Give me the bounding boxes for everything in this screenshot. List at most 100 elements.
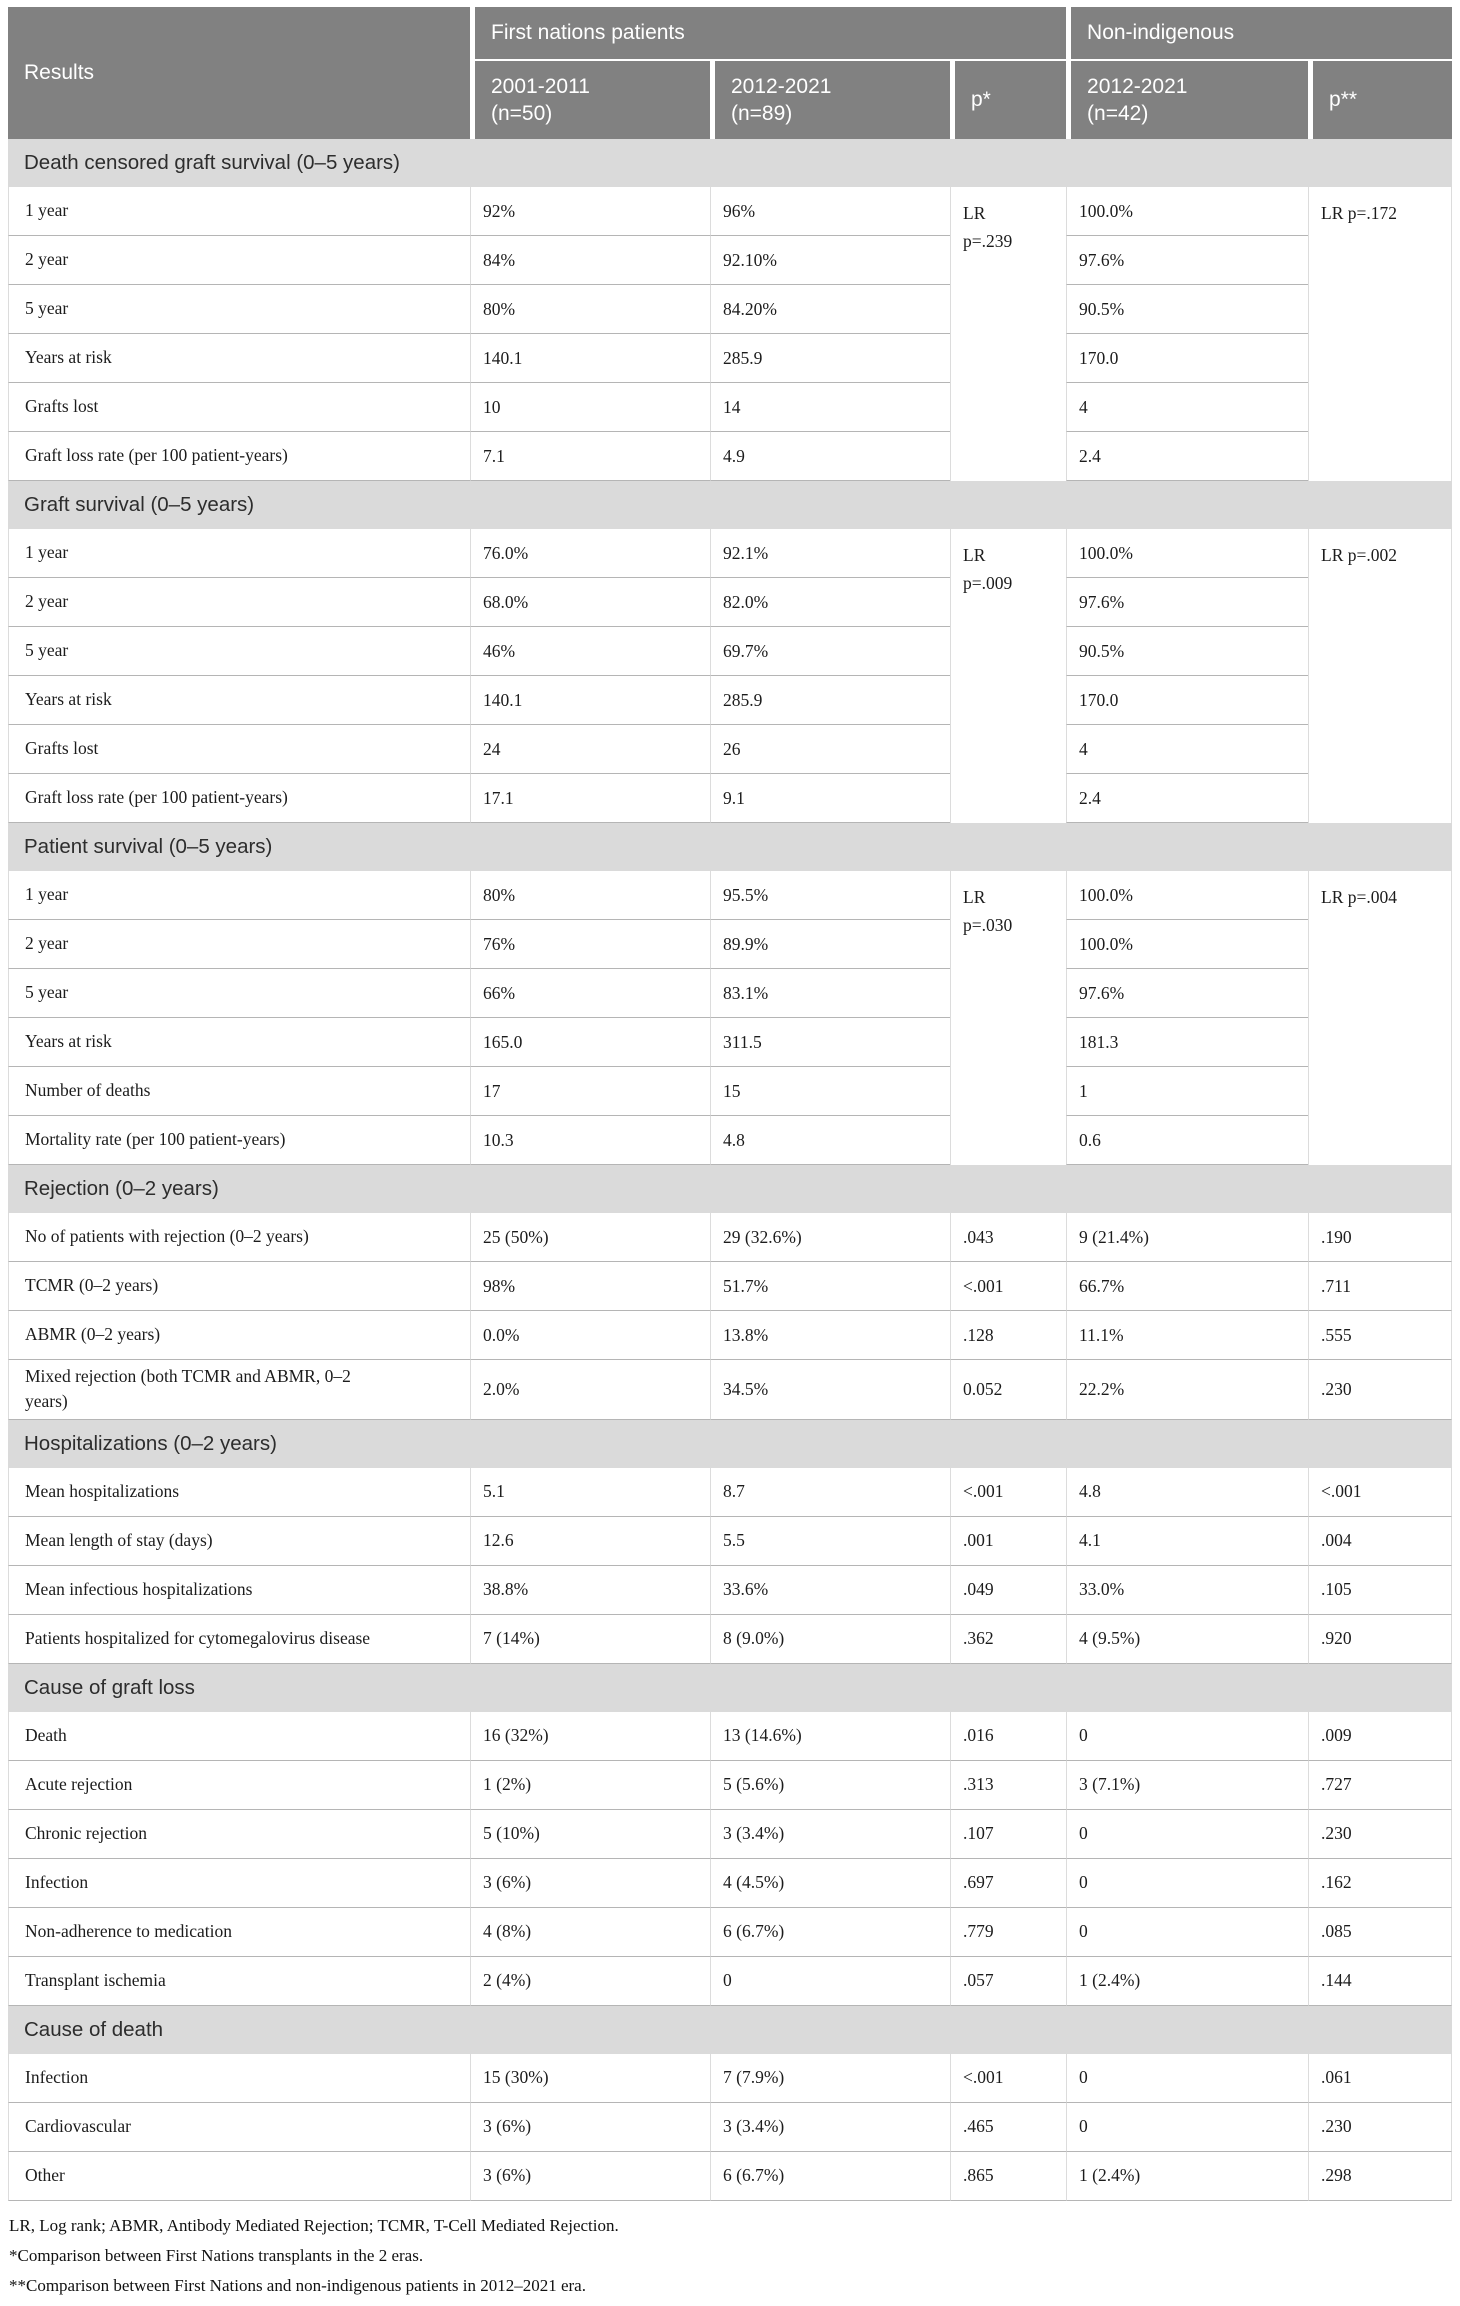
cell-era2-value: 26 (710, 725, 950, 774)
table-row: Grafts lost 24 26 4 (8, 725, 1452, 774)
cell-era1-value: 5.1 (470, 1467, 710, 1517)
section-title: Cause of death (8, 2005, 1453, 2054)
cell-era1-value: 92% (470, 187, 710, 236)
column-header-era2-label: 2012-2021 (n=89) (731, 74, 832, 125)
table-row: Graft loss rate (per 100 patient-years) 1… (8, 774, 1452, 823)
cell-era1-value: 68.0% (470, 578, 710, 627)
cell-p-group: .105 (1308, 1565, 1453, 1615)
row-label: Number of deaths (8, 1067, 470, 1116)
table-row: 1 year 80% 95.5% LR p=.030 100.0% LR p=.004 (8, 871, 1453, 1165)
row-label: Graft loss rate (per 100 patient-years) (8, 774, 470, 823)
section-row: Cause of death (8, 2005, 1453, 2054)
cell-p-group: .298 (1308, 2151, 1453, 2201)
cell-p-group: .727 (1308, 1760, 1453, 1810)
table-row: 1 year 76.0% 92.1% LR p=.009 100.0% LR p=.002 (8, 529, 1453, 823)
cell-p-era: .016 (950, 1711, 1067, 1761)
table-row: 1 year 92% 96% LR p=.239 100.0% LR p=.172 (8, 187, 1453, 481)
table-row: Number of deaths 17 15 1 (8, 1067, 1452, 1116)
cell-p-era: .128 (950, 1311, 1067, 1360)
cell-p-era: .049 (950, 1565, 1067, 1615)
cell-non-indigenous-value: 100.0% (1066, 529, 1309, 578)
row-label: Other (8, 2151, 470, 2201)
row-label: Grafts lost (8, 383, 470, 432)
cell-era2-value: 0 (710, 1956, 950, 2006)
cell-non-indigenous-value: 170.0 (1066, 334, 1309, 383)
table-row: 2 year 84% 92.10% 97.6% (8, 236, 1452, 285)
row-label: Infection (8, 1858, 470, 1908)
cell-p-group: .230 (1308, 1360, 1453, 1420)
cell-p-era-span: LR p=.030 (950, 871, 1067, 1165)
cell-era1-value: 2 (4%) (470, 1956, 710, 2006)
cell-non-indigenous-value: 1 (2.4%) (1066, 2151, 1309, 2201)
cell-era2-value: 5.5 (710, 1516, 950, 1566)
cell-p-era: <.001 (950, 1467, 1067, 1517)
cell-p-group: .085 (1308, 1907, 1453, 1957)
cell-era1-value: 4 (8%) (470, 1907, 710, 1957)
cell-era1-value: 2.0% (470, 1360, 710, 1420)
row-label: Chronic rejection (8, 1809, 470, 1859)
cell-non-indigenous-value: 11.1% (1066, 1311, 1309, 1360)
cell-p-era: <.001 (950, 1262, 1067, 1311)
cell-era2-value: 311.5 (710, 1018, 950, 1067)
row-label: 1 year (8, 529, 470, 578)
table-row: 2 year 76% 89.9% 100.0% (8, 920, 1452, 969)
cell-era2-value: 13 (14.6%) (710, 1711, 950, 1761)
cell-era2-value: 84.20% (710, 285, 950, 334)
cell-era2-value: 92.10% (710, 236, 950, 285)
row-label: Mean length of stay (days) (8, 1516, 470, 1566)
row-label: 1 year (8, 187, 470, 236)
column-header-p-era: p* (950, 59, 1067, 139)
row-label: Mean infectious hospitalizations (8, 1565, 470, 1615)
cell-era2-value: 69.7% (710, 627, 950, 676)
cell-era2-value: 14 (710, 383, 950, 432)
row-label: Cardiovascular (8, 2102, 470, 2152)
cell-p-era: .107 (950, 1809, 1067, 1859)
column-header-non-indigenous-era-label: 2012-2021 (n=42) (1087, 74, 1188, 125)
section-title: Graft survival (0–5 years) (8, 481, 1453, 529)
cell-non-indigenous-value: 3 (7.1%) (1066, 1760, 1309, 1810)
table-body: Death censored graft survival (0–5 years… (8, 139, 1453, 2201)
table-header: Results First nations patients Non-indig… (8, 7, 1453, 139)
cell-era2-value: 51.7% (710, 1262, 950, 1311)
row-label: Mean hospitalizations (8, 1467, 470, 1517)
table-row: Graft loss rate (per 100 patient-years) 7… (8, 432, 1452, 481)
cell-p-era-span: LR p=.009 (950, 529, 1067, 823)
cell-era2-value: 4.8 (710, 1116, 950, 1165)
row-label: Infection (8, 2053, 470, 2103)
cell-era1-value: 24 (470, 725, 710, 774)
cell-p-era: .001 (950, 1516, 1067, 1566)
cell-non-indigenous-value: 4 (1066, 383, 1309, 432)
column-header-p-era-label: p* (971, 88, 991, 112)
cell-era1-value: 15 (30%) (470, 2053, 710, 2103)
table-row: Mean infectious hospitalizations 38.8% 33.… (8, 1565, 1453, 1615)
table-row: Years at risk 165.0 311.5 181.3 (8, 1018, 1452, 1067)
table-row: 2 year 68.0% 82.0% 97.6% (8, 578, 1452, 627)
cell-era2-value: 83.1% (710, 969, 950, 1018)
table-row: TCMR (0–2 years) 98% 51.7% <.001 66.7% .711 (8, 1262, 1453, 1311)
column-header-era2: 2012-2021 (n=89) (710, 59, 950, 139)
cell-era1-value: 46% (470, 627, 710, 676)
cell-era1-value: 76.0% (470, 529, 710, 578)
cell-p-group-span: LR p=.004 (1308, 871, 1453, 1165)
cell-non-indigenous-value: 1 (1066, 1067, 1309, 1116)
cell-p-era: .043 (950, 1213, 1067, 1262)
cell-non-indigenous-value: 4 (1066, 725, 1309, 774)
cell-era1-value: 140.1 (470, 334, 710, 383)
cell-era1-value: 17 (470, 1067, 710, 1116)
table-row: ABMR (0–2 years) 0.0% 13.8% .128 11.1% .555 (8, 1311, 1453, 1360)
cell-non-indigenous-value: 100.0% (1066, 920, 1309, 969)
cell-era1-value: 76% (470, 920, 710, 969)
cell-p-group: .230 (1308, 2102, 1453, 2152)
cell-non-indigenous-value: 2.4 (1066, 432, 1309, 481)
cell-p-group: .230 (1308, 1809, 1453, 1859)
table-row: Infection 15 (30%) 7 (7.9%) <.001 0.061 (8, 2053, 1453, 2103)
table-row: Non-adherence to medication 4 (8%) 6 (6.7%… (8, 1907, 1453, 1957)
row-label: Mortality rate (per 100 patient-years) (8, 1116, 470, 1165)
table-row: Patients hospitalized for cytomegaloviru… (8, 1614, 1453, 1664)
row-label: Mixed rejection (both TCMR and ABMR, 0–2… (8, 1360, 470, 1420)
cell-era2-value: 6 (6.7%) (710, 1907, 950, 1957)
row-label: 2 year (8, 578, 470, 627)
table-row: Other 3 (6%) 6 (6.7%) .865 1 (2.4%) .298 (8, 2151, 1453, 2201)
cell-era1-value: 16 (32%) (470, 1711, 710, 1761)
section-row: Hospitalizations (0–2 years) (8, 1419, 1453, 1468)
